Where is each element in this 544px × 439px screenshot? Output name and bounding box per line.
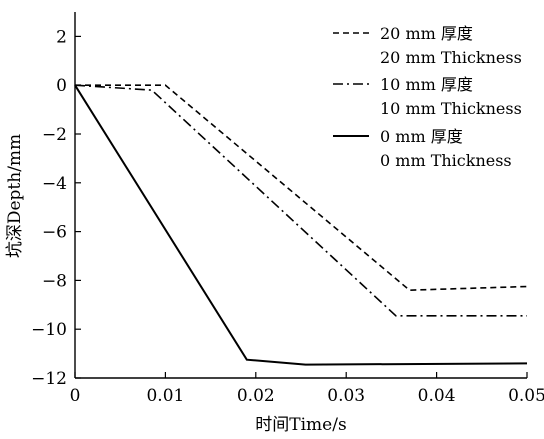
y-tick-label: 0 [56,76,67,96]
legend-label: 10 mm 厚度 [380,75,473,94]
x-tick-label: 0.03 [327,386,365,406]
series-line-3 [74,84,528,366]
x-tick-label: 0.05 [508,386,544,406]
y-tick-label: −2 [42,125,67,145]
y-tick-label: −4 [42,174,67,194]
x-tick-label: 0.02 [237,386,275,406]
series-line-1 [75,84,528,292]
x-tick-label: 0.04 [418,386,456,406]
y-axis-label: 坑深Depth/mm [5,134,25,258]
legend: 20 mm 厚度 20 mm Thickness 10 mm 厚度 10 mm Thi… [333,24,522,170]
legend-label: 20 mm Thickness [380,48,522,67]
legend-label: 0 mm Thickness [380,151,512,170]
legend-label: 10 mm Thickness [380,99,522,118]
x-tick-label: 0.01 [146,386,184,406]
legend-label: 20 mm 厚度 [380,24,473,43]
y-tick-label: −6 [42,223,67,243]
series-line-2 [74,84,527,317]
x-axis-label: 时间Time/s [255,415,346,435]
series-layer [74,84,528,366]
y-tick-label: −8 [42,271,67,291]
y-tick-label: −12 [31,369,67,389]
x-tick-label: 0 [70,386,81,406]
chart-axes: 0 0.01 0.02 0.03 0.04 0.05 2 0 −2 −4 −6 −8 −10 −12 [31,12,544,406]
y-tick-label: 2 [56,27,67,47]
legend-label: 0 mm 厚度 [380,127,463,146]
y-tick-label: −10 [31,320,67,340]
